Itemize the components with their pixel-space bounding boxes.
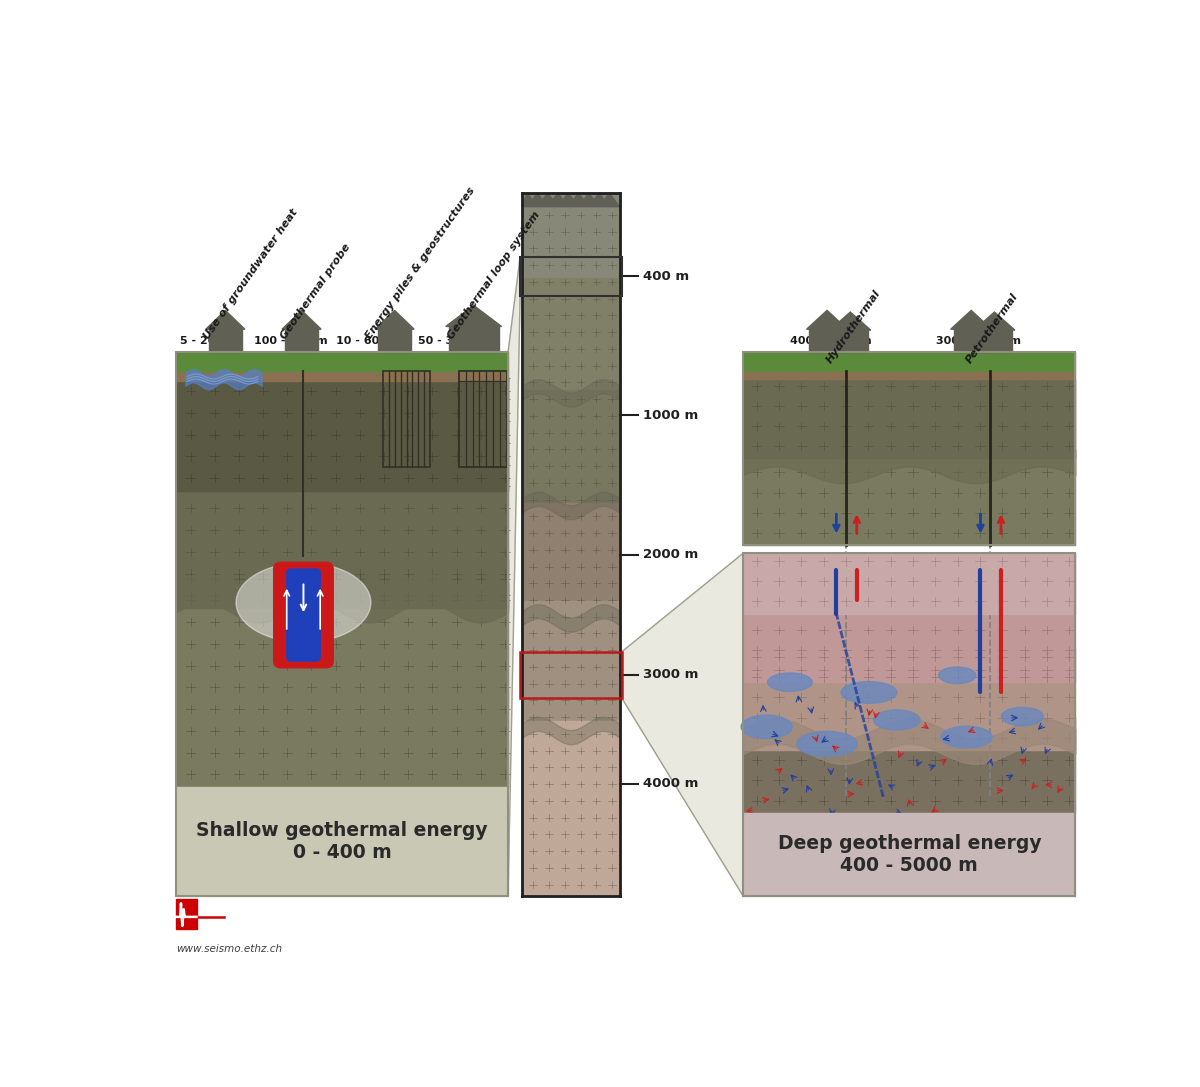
Bar: [743, 716, 1075, 813]
Text: 400 - 4500 m: 400 - 4500 m: [790, 336, 871, 346]
Bar: [743, 553, 1075, 613]
Text: 50 - 300 m: 50 - 300 m: [418, 336, 484, 346]
Polygon shape: [378, 329, 412, 352]
Ellipse shape: [742, 715, 792, 738]
Text: 20 -150 °C: 20 -150 °C: [790, 368, 854, 379]
Text: 14 - 20 °C: 14 - 20 °C: [254, 368, 316, 379]
Bar: [743, 648, 1075, 750]
Polygon shape: [282, 311, 322, 329]
Text: Hydrothermal: Hydrothermal: [824, 288, 882, 365]
Polygon shape: [622, 553, 743, 897]
Polygon shape: [284, 329, 318, 352]
Ellipse shape: [236, 563, 371, 642]
Bar: [176, 352, 508, 371]
Text: 4000 m: 4000 m: [643, 777, 698, 790]
Polygon shape: [974, 312, 1015, 330]
Polygon shape: [508, 257, 520, 897]
FancyBboxPatch shape: [274, 562, 334, 667]
Bar: [520, 257, 622, 296]
Bar: [522, 502, 619, 601]
Bar: [743, 352, 1075, 371]
Polygon shape: [806, 311, 847, 329]
Bar: [176, 352, 508, 897]
Bar: [743, 371, 1075, 379]
Polygon shape: [833, 330, 868, 352]
FancyBboxPatch shape: [287, 569, 320, 661]
Polygon shape: [950, 311, 991, 329]
Bar: [522, 193, 619, 207]
Bar: [743, 352, 1075, 545]
Bar: [176, 376, 508, 609]
Text: 10 - 60 m: 10 - 60 m: [336, 336, 395, 346]
Text: Geothermal loop system: Geothermal loop system: [445, 210, 542, 341]
Polygon shape: [954, 329, 989, 352]
Text: 100 -200 °C: 100 -200 °C: [936, 368, 1008, 379]
Text: 5 - 20 m: 5 - 20 m: [180, 336, 230, 346]
Text: 3000- 7000 m: 3000- 7000 m: [936, 336, 1021, 346]
Polygon shape: [830, 312, 871, 330]
Polygon shape: [206, 311, 245, 329]
Bar: [522, 390, 619, 502]
Bar: [384, 371, 430, 467]
Text: 100 - 300 m: 100 - 300 m: [254, 336, 328, 346]
Bar: [176, 376, 508, 491]
Bar: [522, 277, 619, 390]
Ellipse shape: [797, 732, 857, 757]
Polygon shape: [809, 329, 845, 352]
Polygon shape: [376, 311, 414, 329]
Bar: [743, 553, 1075, 897]
Text: www.seismo.ethz.ch: www.seismo.ethz.ch: [176, 944, 282, 954]
Text: 1000 m: 1000 m: [643, 409, 698, 422]
Text: Shallow geothermal energy
0 - 400 m: Shallow geothermal energy 0 - 400 m: [197, 822, 488, 862]
Bar: [520, 652, 622, 698]
Polygon shape: [977, 330, 1012, 352]
Text: Petrothermal: Petrothermal: [964, 291, 1020, 365]
Bar: [522, 601, 619, 721]
Text: 10 -12 °C: 10 -12 °C: [336, 368, 394, 379]
Bar: [176, 559, 508, 787]
Text: Deep geothermal energy
400 - 5000 m: Deep geothermal energy 400 - 5000 m: [778, 834, 1042, 875]
Bar: [743, 379, 1075, 458]
Bar: [176, 787, 508, 897]
Bar: [522, 193, 619, 277]
Polygon shape: [445, 305, 502, 326]
Ellipse shape: [938, 667, 976, 684]
Ellipse shape: [941, 726, 992, 748]
Text: 400 m: 400 m: [643, 270, 689, 283]
Text: 2000 m: 2000 m: [643, 548, 698, 561]
Ellipse shape: [874, 710, 920, 730]
Polygon shape: [522, 193, 619, 207]
Bar: [176, 371, 508, 380]
Bar: [743, 553, 1075, 683]
Bar: [522, 721, 619, 897]
Ellipse shape: [841, 682, 896, 703]
Text: 8 - 12 °C: 8 - 12 °C: [180, 368, 233, 379]
Ellipse shape: [768, 673, 812, 691]
Text: Use of groundwater heat: Use of groundwater heat: [202, 208, 300, 341]
Bar: [458, 371, 508, 467]
Text: Energy piles & geostructures: Energy piles & geostructures: [364, 186, 478, 341]
Bar: [176, 899, 197, 929]
Text: 10 - 20 °C: 10 - 20 °C: [418, 368, 479, 379]
Text: Geothermal probe: Geothermal probe: [278, 242, 352, 341]
Polygon shape: [209, 329, 242, 352]
Bar: [743, 813, 1075, 897]
Text: 3000 m: 3000 m: [643, 669, 698, 682]
Bar: [743, 379, 1075, 545]
Ellipse shape: [1002, 708, 1043, 726]
Polygon shape: [449, 326, 499, 352]
